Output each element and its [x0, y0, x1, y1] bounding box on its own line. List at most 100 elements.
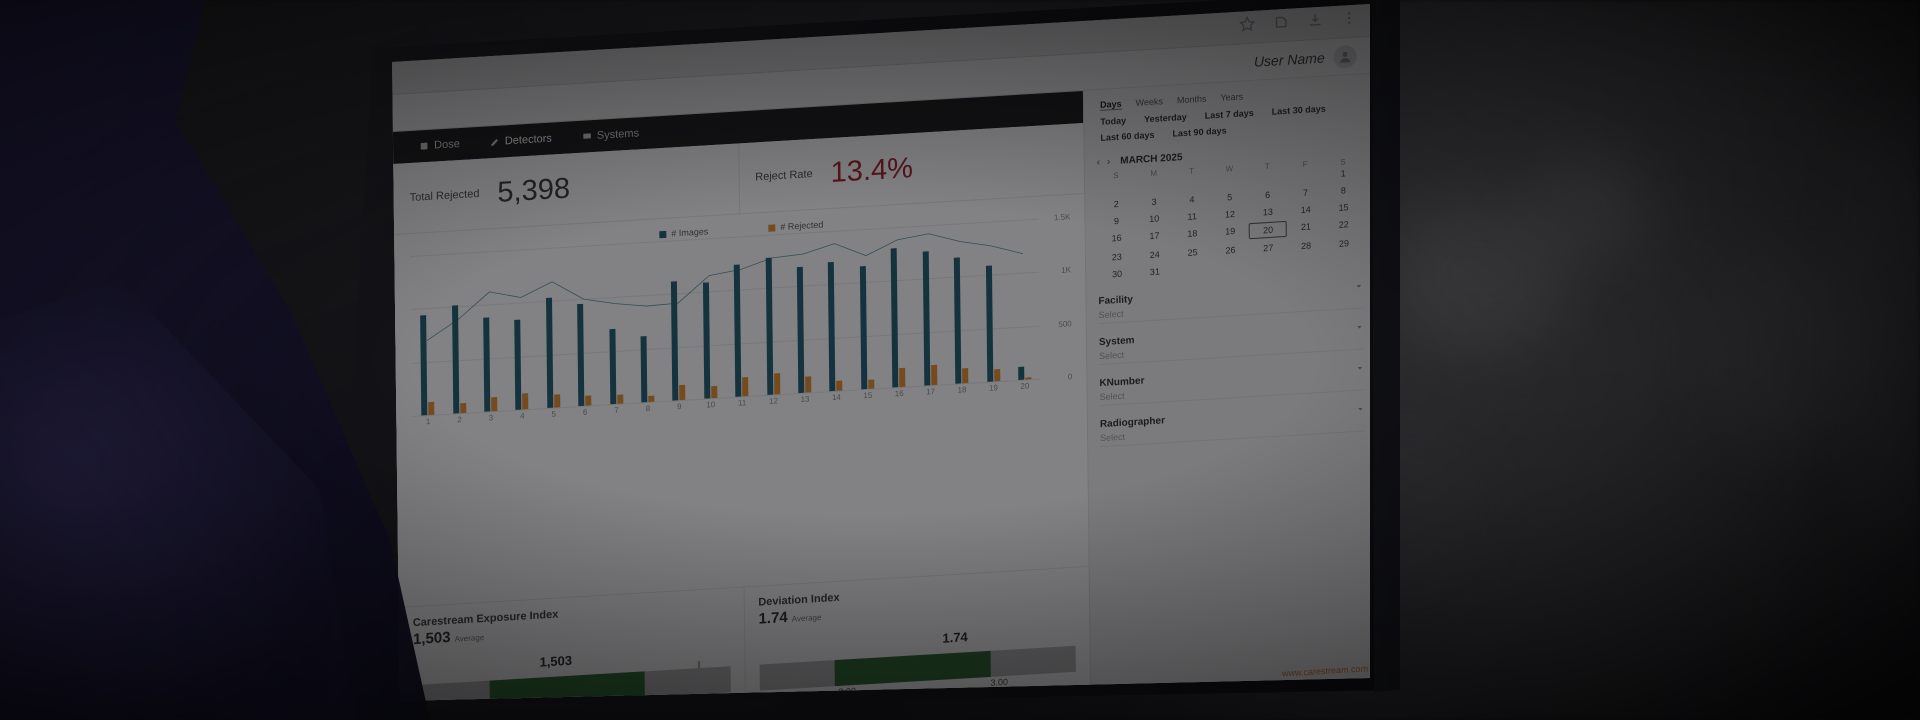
calendar-day[interactable]: 29	[1338, 238, 1350, 249]
calendar-day[interactable]: 10	[1149, 213, 1160, 225]
calendar-day[interactable]: 17	[1149, 230, 1160, 242]
overflow-menu-icon[interactable]	[1340, 9, 1358, 28]
bar-group[interactable]	[442, 252, 475, 414]
bar-group[interactable]	[787, 232, 820, 394]
monitor: User Name Dose	[330, 0, 1400, 720]
bar-group[interactable]	[662, 239, 695, 401]
calendar-day[interactable]: 27	[1263, 242, 1274, 254]
bar-group[interactable]	[410, 254, 443, 416]
calendar-day[interactable]: 2	[1113, 198, 1119, 210]
calendar-day[interactable]: 1	[1340, 168, 1346, 179]
quick-range-today[interactable]: Today	[1100, 115, 1127, 127]
range-tab-years[interactable]: Years	[1220, 91, 1244, 103]
bar-group[interactable]	[819, 230, 852, 392]
calendar-day[interactable]: 3	[1151, 196, 1157, 207]
filter-facility[interactable]: Facility Select	[1098, 280, 1364, 325]
chevron-down-icon[interactable]	[1355, 363, 1364, 373]
bar-group[interactable]	[599, 243, 632, 405]
nav-tab-systems[interactable]: Systems	[582, 127, 639, 142]
calendar-day[interactable]: 15	[1338, 202, 1349, 213]
quick-range-last-90-days[interactable]: Last 90 days	[1172, 125, 1227, 139]
bar-group[interactable]	[505, 249, 538, 411]
calendar-day[interactable]: 25	[1187, 247, 1198, 258]
download-icon[interactable]	[1306, 11, 1324, 30]
bar-group[interactable]	[756, 234, 789, 396]
system-icon	[583, 133, 591, 139]
calendar-day[interactable]: 13	[1262, 206, 1273, 218]
bar-images	[890, 248, 899, 388]
bar-group[interactable]	[882, 226, 915, 388]
legend-item-images[interactable]: # Images	[659, 226, 708, 239]
calendar-day[interactable]: 11	[1187, 211, 1197, 222]
avatar[interactable]	[1333, 44, 1357, 69]
calendar-day[interactable]: 31	[1149, 266, 1160, 278]
x-tick-label: 4	[520, 411, 525, 421]
range-tab-days[interactable]: Days	[1100, 98, 1122, 111]
bar-group[interactable]	[850, 228, 883, 390]
bar-group[interactable]	[976, 221, 1009, 383]
quick-range-last-30-days[interactable]: Last 30 days	[1271, 103, 1326, 117]
calendar-day-selected[interactable]: 20	[1249, 220, 1288, 240]
bar-group[interactable]	[1007, 219, 1040, 381]
calendar-day[interactable]: 5	[1227, 192, 1233, 203]
x-tick-label: 6	[582, 407, 588, 417]
range-tab-weeks[interactable]: Weeks	[1135, 96, 1164, 108]
calendar-day[interactable]: 23	[1111, 251, 1122, 263]
calendar-day[interactable]: 7	[1302, 187, 1309, 198]
calendar-day[interactable]: 22	[1338, 219, 1349, 230]
calendar-day[interactable]: 21	[1300, 221, 1311, 233]
calendar-day[interactable]: 14	[1300, 204, 1311, 216]
filter-radiographer[interactable]: Radiographer Select	[1100, 403, 1366, 448]
quick-range-yesterday[interactable]: Yesterday	[1144, 111, 1187, 125]
background-blur-5	[1840, 120, 1920, 540]
extensions-icon[interactable]	[1272, 13, 1290, 32]
bar-images	[702, 282, 711, 399]
chevron-down-icon[interactable]	[1356, 404, 1365, 414]
bar-group[interactable]	[724, 235, 757, 397]
bar-images	[828, 261, 836, 392]
filter-system[interactable]: System Select	[1099, 321, 1365, 366]
calendar-day[interactable]: 19	[1225, 225, 1236, 237]
background-blur-2	[1530, 150, 1650, 260]
legend-swatch-rejected	[768, 223, 776, 232]
calendar-day[interactable]: 16	[1111, 232, 1122, 244]
calendar-day[interactable]: 28	[1301, 240, 1312, 252]
chevron-down-icon[interactable]	[1355, 322, 1364, 332]
range-tab-months[interactable]: Months	[1176, 93, 1207, 106]
bar-group[interactable]	[473, 250, 506, 412]
calendar-day[interactable]: 8	[1340, 185, 1346, 196]
x-tick-label: 16	[894, 388, 904, 399]
bar-group[interactable]	[913, 224, 946, 386]
calendar-day[interactable]: 4	[1189, 194, 1195, 205]
chevron-down-icon[interactable]	[1354, 281, 1363, 291]
filter-knumber[interactable]: KNumber Select	[1099, 362, 1365, 407]
bar-rejected	[616, 394, 623, 404]
nav-tab-dose-label: Dose	[434, 138, 460, 152]
legend-item-rejected[interactable]: # Rejected	[768, 219, 823, 232]
bar-images	[451, 305, 459, 414]
bar-group[interactable]	[567, 245, 600, 407]
bar-group[interactable]	[536, 247, 569, 409]
kpi-total-rejected-value: 5,398	[497, 172, 571, 209]
bar-group[interactable]	[693, 237, 726, 399]
y-tick-label: 0	[1067, 372, 1073, 382]
quick-range-last-60-days[interactable]: Last 60 days	[1100, 129, 1155, 143]
calendar-day[interactable]: 9	[1113, 215, 1119, 227]
bar-group[interactable]	[630, 241, 663, 403]
calendar-day[interactable]: 24	[1149, 249, 1160, 261]
calendar-day[interactable]: 30	[1111, 268, 1123, 280]
calendar-day[interactable]: 26	[1225, 244, 1236, 256]
calendar-prev-next-icons[interactable]: ‹ ›	[1096, 156, 1113, 169]
bar-group[interactable]	[944, 222, 977, 384]
calendar-day[interactable]: 18	[1187, 228, 1198, 239]
nav-tab-detectors[interactable]: Detectors	[490, 133, 552, 149]
x-tick-label: 3	[488, 413, 494, 423]
calendar-day[interactable]: 6	[1265, 189, 1271, 201]
nav-tab-dose[interactable]: Dose	[419, 138, 460, 152]
quick-range-last-7-days[interactable]: Last 7 days	[1204, 107, 1254, 121]
x-tick-label: 11	[737, 398, 747, 408]
x-tick-label: 20	[1020, 381, 1030, 391]
calendar-day[interactable]: 12	[1224, 208, 1236, 220]
bookmark-star-icon[interactable]	[1238, 15, 1256, 34]
bar-rejected	[711, 386, 718, 399]
